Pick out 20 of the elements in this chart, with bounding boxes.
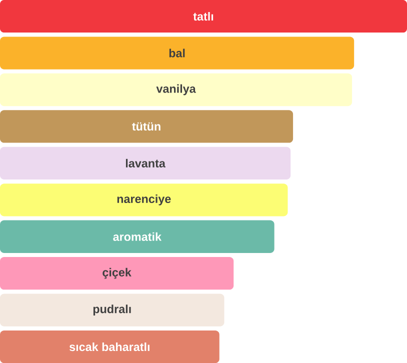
bar (0, 110, 294, 143)
y-tick-label: bal (169, 48, 185, 58)
y-tick-label: tütün (132, 122, 160, 131)
y-tick-label: vanilya (156, 84, 196, 96)
bar (0, 184, 288, 216)
bar (0, 146, 291, 180)
bar (0, 256, 234, 290)
y-tick-label: tatlı (193, 12, 214, 21)
bar (0, 330, 220, 363)
y-tick-label: pudralı (93, 304, 131, 316)
bar (0, 73, 352, 106)
bar (0, 0, 407, 33)
y-tick-label: sıcak baharatlı (70, 342, 150, 352)
y-tick-label: aromatik (113, 232, 162, 241)
y-tick-label: lavanta (126, 158, 166, 168)
bar (0, 294, 224, 326)
bar (0, 220, 274, 253)
y-tick-label: çiçek (102, 268, 132, 279)
y-tick-label: narenciye (117, 194, 171, 206)
bar (0, 36, 354, 70)
